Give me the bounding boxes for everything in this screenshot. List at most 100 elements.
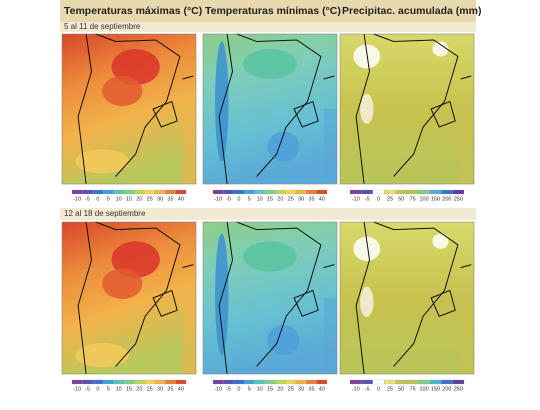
colorbar-label: -5 xyxy=(365,196,370,202)
colorbar-swatch xyxy=(306,189,317,195)
colorbar-label: 25 xyxy=(288,386,294,392)
colorbar-swatch xyxy=(113,189,124,195)
header-bar xyxy=(60,0,476,22)
colorbar-label: 75 xyxy=(410,196,416,202)
colorbar-label: -10 xyxy=(214,386,222,392)
colorbar-label: -10 xyxy=(73,196,81,202)
colorbar-swatch xyxy=(395,189,408,195)
colorbar-label: 15 xyxy=(267,196,273,202)
colorbar-swatch xyxy=(212,189,224,195)
colorbar-label: 25 xyxy=(147,386,153,392)
colorbar-label: 0 xyxy=(96,196,99,202)
border-lines xyxy=(218,33,335,185)
colorbar-swatch xyxy=(452,189,465,195)
colorbar-swatch xyxy=(418,379,430,385)
map-region xyxy=(243,241,297,272)
colorbar-swatch xyxy=(233,379,245,385)
colorbar-label: 200 xyxy=(442,386,451,392)
colorbar-swatch xyxy=(165,189,176,195)
colorbar-label: -10 xyxy=(214,196,222,202)
colorbar-swatch xyxy=(372,379,385,385)
map-frame xyxy=(202,221,338,375)
colorbar-swatch xyxy=(82,379,93,385)
border-lines xyxy=(355,33,472,185)
border-lines xyxy=(77,221,194,375)
colorbar-label: 25 xyxy=(147,196,153,202)
map-region xyxy=(353,44,381,69)
colorbar-label: 20 xyxy=(136,196,142,202)
colorbar-label: 30 xyxy=(298,386,304,392)
column-title: Precipitac. acumulada (mm) xyxy=(342,5,481,17)
colorbar-swatch xyxy=(295,189,307,195)
map-region xyxy=(243,49,297,79)
colorbar-label: 25 xyxy=(288,196,294,202)
colorbar-label: 150 xyxy=(431,196,440,202)
colorbar-label: 20 xyxy=(136,386,142,392)
map-region xyxy=(111,241,160,278)
colorbar-swatch xyxy=(361,379,373,385)
colorbar-swatch xyxy=(223,189,234,195)
colorbar-label: -5 xyxy=(226,386,231,392)
colorbar-swatch xyxy=(144,189,156,195)
colorbar-label: 50 xyxy=(398,386,404,392)
colorbar-label: -5 xyxy=(365,386,370,392)
colorbar-swatch xyxy=(154,379,166,385)
colorbar-swatch xyxy=(223,379,234,385)
colorbar-label: 100 xyxy=(420,196,429,202)
map-region xyxy=(215,41,229,162)
colorbar-label: 10 xyxy=(257,386,263,392)
colorbar-label: 10 xyxy=(257,196,263,202)
map-panel: -10 -5 0 25 50 75 100 150 200 250 xyxy=(339,33,475,202)
colorbar-label: -10 xyxy=(352,196,360,202)
colorbar-swatch xyxy=(102,189,114,195)
colorbar-label: 30 xyxy=(298,196,304,202)
colorbar-swatch xyxy=(429,379,442,385)
colorbar-label: 200 xyxy=(442,196,451,202)
colorbar-label: 5 xyxy=(107,196,110,202)
map-panel: -10 -5 0 5 10 15 20 25 30 35 40 xyxy=(202,33,338,202)
colorbar-label: 150 xyxy=(431,386,440,392)
map-region xyxy=(360,286,374,318)
map-region xyxy=(102,268,143,299)
map-region xyxy=(75,149,129,174)
map-region xyxy=(353,236,381,261)
border-lines xyxy=(355,221,472,375)
colorbar-swatch xyxy=(441,189,453,195)
column-title: Temperaturas mínimas (°C) xyxy=(205,5,341,17)
map-region xyxy=(432,41,449,57)
colorbar-swatch xyxy=(285,379,297,385)
colorbar-swatch xyxy=(306,379,317,385)
colorbar-label: 0 xyxy=(377,196,380,202)
map-region xyxy=(360,94,374,124)
colorbar-label: 40 xyxy=(319,386,325,392)
colorbar-label: 15 xyxy=(126,196,132,202)
colorbar-label: 35 xyxy=(308,196,314,202)
map-panel: -10 -5 0 5 10 15 20 25 30 35 40 xyxy=(61,221,197,392)
colorbar-swatch xyxy=(275,189,286,195)
colorbar-swatch xyxy=(175,189,187,195)
map-frame xyxy=(61,221,197,375)
colorbar-label: 0 xyxy=(96,386,99,392)
colorbar-label: 40 xyxy=(319,196,325,202)
period-bar xyxy=(60,22,476,32)
colorbar-swatch xyxy=(349,379,362,385)
colorbar-swatch xyxy=(316,189,328,195)
colorbar-label: 100 xyxy=(420,386,429,392)
colorbar-swatch xyxy=(243,189,255,195)
colorbar-label: 25 xyxy=(387,196,393,202)
colorbar-swatch xyxy=(418,189,430,195)
colorbar-label: 30 xyxy=(157,386,163,392)
map-region xyxy=(111,49,160,85)
map-frame xyxy=(339,33,475,185)
colorbar-swatch xyxy=(349,189,362,195)
colorbar-label: 15 xyxy=(267,386,273,392)
colorbar-swatch xyxy=(264,189,276,195)
colorbar-swatch xyxy=(71,379,83,385)
border-lines xyxy=(218,221,335,375)
colorbar-label: -10 xyxy=(73,386,81,392)
colorbar-label: 35 xyxy=(308,386,314,392)
colorbar-label: 15 xyxy=(126,386,132,392)
colorbar-swatch xyxy=(82,189,93,195)
border-lines xyxy=(77,33,194,185)
